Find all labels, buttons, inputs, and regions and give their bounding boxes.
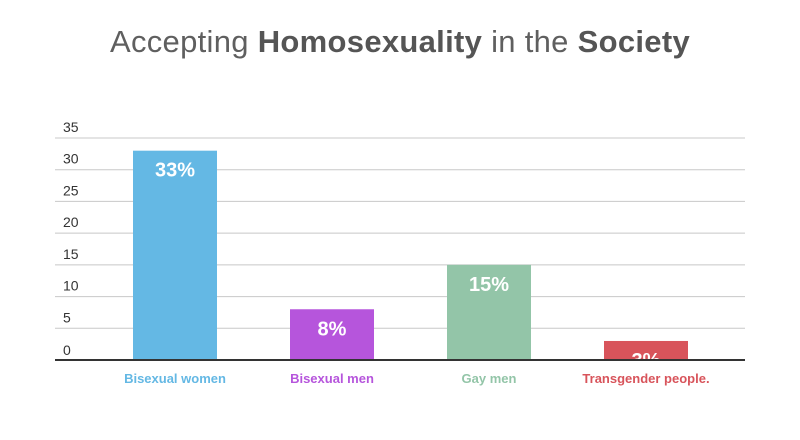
bar-value-labels: 33%8%15%3% [155, 160, 661, 372]
bar-value-label: 8% [318, 318, 347, 340]
y-tick-label: 0 [63, 342, 71, 358]
y-tick-label: 20 [63, 214, 79, 230]
chart-title: Accepting Homosexuality in the Society [0, 24, 800, 60]
y-tick-label: 15 [63, 246, 79, 262]
category-label: Transgender people. [582, 371, 709, 386]
category-label: Gay men [462, 371, 517, 386]
y-axis-ticks: 0 5 10 15 20 25 30 35 [63, 119, 79, 358]
y-tick-label: 35 [63, 119, 79, 135]
chart-title-part: in the [482, 24, 578, 59]
bar [290, 309, 374, 360]
category-label: Bisexual men [290, 371, 374, 386]
y-tick-label: 30 [63, 151, 79, 167]
bars [133, 150, 688, 360]
bar-value-label: 15% [469, 274, 509, 296]
y-tick-label: 5 [63, 309, 71, 325]
chart-title-part: Homosexuality [257, 24, 483, 59]
bar [604, 340, 688, 360]
y-tick-label: 10 [63, 278, 79, 294]
category-label: Bisexual women [124, 371, 226, 386]
bar [447, 264, 531, 360]
y-tick-label: 25 [63, 182, 79, 198]
chart-title-part: Society [577, 24, 691, 59]
bar [133, 150, 217, 360]
category-labels: Bisexual women Bisexual men Gay men Transge… [124, 371, 710, 386]
chart-title-part: Accepting [109, 24, 258, 59]
bar-value-label: 33% [155, 160, 195, 182]
